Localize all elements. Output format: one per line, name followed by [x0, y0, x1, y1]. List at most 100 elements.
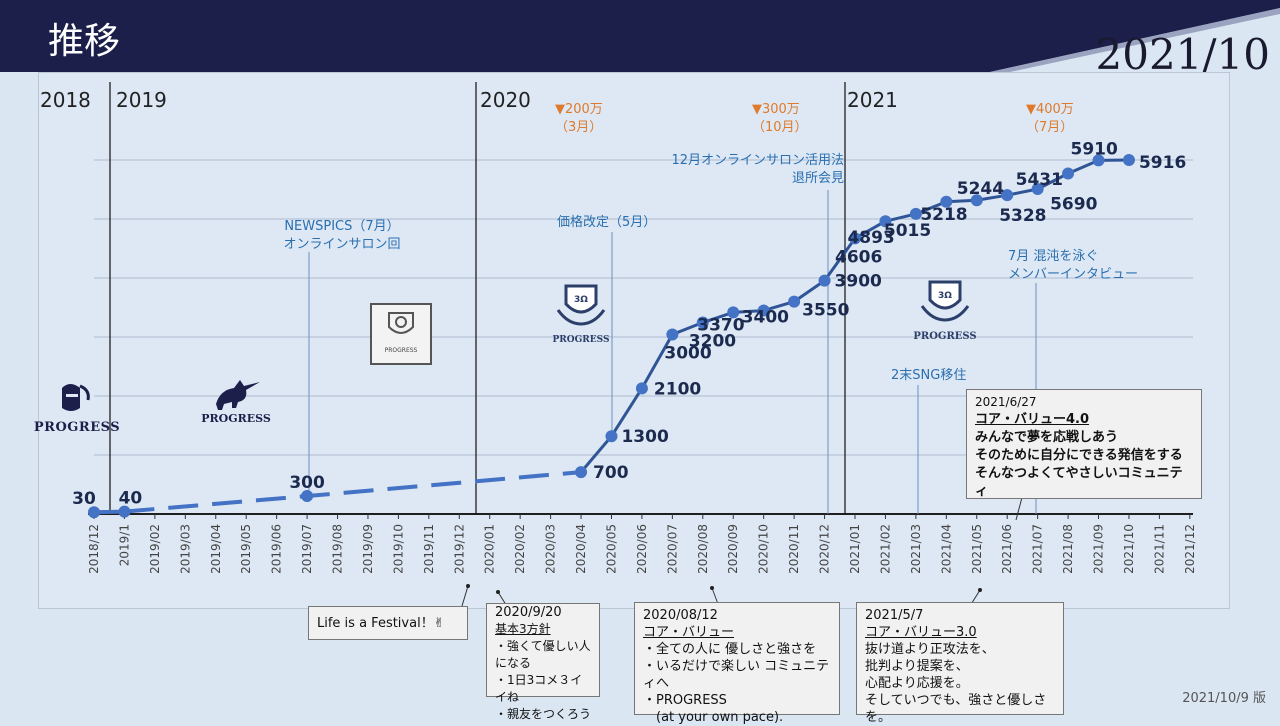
year-label-2018: 2018 [40, 88, 91, 112]
core-value-line-1: ・全ての人に 優しさと強さを [643, 642, 817, 657]
core-value-title: コア・バリュー [643, 625, 735, 640]
core-value-3-box: 2021/5/7 コア・バリュー3.0 抜け道より正攻法を、 批判より提案を、 … [856, 602, 1064, 725]
x-tick-label: 2019/04 [209, 524, 223, 574]
milestone-200: ▼200万 （3月） [555, 101, 603, 137]
core-value-4-line-2: そのために自分にできる発信をする [975, 448, 1183, 463]
data-point-2019/1 [118, 505, 131, 518]
data-point-2021/01 [849, 232, 861, 245]
year-label-2020: 2020 [480, 88, 531, 112]
x-tick-label: 2021/02 [878, 524, 892, 574]
core-value-4-line-1: みんなで夢を応戦しあう [975, 430, 1119, 445]
data-point-2020/11 [788, 295, 801, 308]
core-value-box: 2020/08/12 コア・バリュー ・全ての人に 優しさと強さを ・いるだけで… [634, 602, 840, 725]
core-value-line-2: ・いるだけで楽しい コミュニティへ [643, 659, 830, 691]
x-tick-label: 2019/06 [270, 524, 284, 574]
logo-3-text: PROGRESS [384, 347, 418, 354]
core-value-line-4: (at your own pace). [643, 710, 784, 725]
x-tick-label: 2019/02 [148, 524, 162, 574]
x-tick-label: 2020/09 [726, 524, 740, 574]
data-point-2020/12 [818, 274, 831, 287]
milestone-300-mark: ▼300万 [752, 102, 800, 117]
festival-box: Life is a Festival！✌ [308, 606, 468, 640]
header-banner: 推移 [0, 0, 1280, 72]
data-point-2021/07 [1031, 183, 1044, 196]
logo-2-text: PROGRESS [201, 412, 271, 425]
milestone-400-mark: ▼400万 [1026, 102, 1074, 117]
data-point-2019/07 [301, 490, 314, 503]
leader-dot-8 [710, 586, 714, 590]
note-move: 2末SNG移住 [891, 368, 967, 383]
x-tick-label: 2019/1 [117, 524, 131, 566]
policy-title: 基本3方針 [495, 622, 551, 636]
x-tick-label: 2020/06 [635, 524, 649, 574]
policy-line-3: ・親友をつくろう [495, 707, 592, 721]
core-value-3-line-1: 抜け道より正攻法を、 [865, 642, 995, 657]
data-point-2021/05 [970, 194, 983, 207]
data-point-2020/04 [575, 466, 588, 479]
core-value-4-title: コア・バリュー4.0 [975, 412, 1090, 427]
x-tick-label: 2021/12 [1183, 524, 1197, 574]
core-value-3-line-3: 心配より応援を。 [865, 676, 969, 691]
progress-crest-logo-2020: 3Ω PROGRESS [546, 280, 616, 350]
logo-5-text: PROGRESS [913, 331, 977, 342]
note-interview-line2: メンバーインタビュー [1008, 267, 1139, 282]
chart-points [88, 154, 1135, 519]
x-axis-tick-labels: 2018/12 2019/1 2019/02 2019/03 2019/04 2019/0… [87, 514, 1197, 574]
policy-line-2: ・1日3コメ３イイね [495, 673, 583, 704]
data-label-2020/05: 1300 [621, 427, 668, 447]
milestone-200-sub: （3月） [555, 120, 603, 135]
data-label-2020/06: 2100 [654, 379, 701, 399]
data-point-2021/09 [1092, 154, 1105, 167]
x-tick-label: 2021/06 [1000, 524, 1014, 574]
note-price-change: 価格改定（5月） [557, 215, 657, 230]
data-point-2018/12 [88, 506, 100, 519]
x-tick-label: 2021/11 [1152, 524, 1166, 574]
data-label-2020/09: 3370 [697, 315, 744, 335]
series-line-dashed [124, 470, 582, 514]
x-tick-label: 2019/03 [178, 524, 192, 574]
knight-helmet-icon [62, 384, 90, 411]
x-tick-label: 2020/05 [604, 524, 618, 574]
core-value-3-date: 2021/5/7 [865, 608, 924, 623]
academy-crest-icon [388, 312, 414, 334]
progress-academy-logo: PROGRESS [370, 303, 432, 365]
year-divider-lines [109, 82, 846, 514]
leader-dot-6 [466, 584, 470, 588]
data-label-2020/10: 3400 [742, 308, 789, 328]
x-tick-label: 2020/10 [757, 524, 771, 574]
progress-crest-logo-2021: 3Ω PROGRESS [905, 276, 985, 348]
x-tick-label: 2021/03 [909, 524, 923, 574]
data-point-2021/04 [940, 195, 953, 208]
note-interview-line1: 7月 混沌を泳ぐ [1008, 249, 1099, 264]
annotation-leader-lines [308, 190, 1037, 609]
data-label-2020/11: 3550 [802, 301, 849, 321]
note-salon-line1: 12月オンラインサロン活用法 [671, 153, 844, 168]
x-tick-label: 2020/12 [818, 524, 832, 574]
data-label-2019/07: 300 [289, 473, 325, 493]
data-label-2021/07: 5431 [1016, 170, 1063, 190]
core-value-3-line-4: そしていつでも、強さと優しさを。 [865, 693, 1047, 725]
leader-dot-9 [978, 588, 982, 592]
svg-text:3Ω: 3Ω [938, 291, 952, 301]
x-tick-label: 2018/12 [87, 524, 101, 574]
leader-line-8 [711, 587, 719, 605]
data-label-2021/05: 5244 [957, 179, 1004, 199]
data-point-2020/08 [696, 316, 709, 329]
x-tick-label: 2020/07 [665, 524, 679, 574]
note-salon: 12月オンラインサロン活用法 退所会見 [644, 152, 844, 188]
x-tick-label: 2021/09 [1092, 524, 1106, 574]
x-tick-label: 2019/07 [300, 524, 314, 574]
x-tick-label: 2020/08 [696, 524, 710, 574]
data-point-2021/08 [1062, 167, 1075, 180]
progress-knight-logo: PROGRESS [32, 380, 122, 440]
x-tick-label: 2019/08 [331, 524, 345, 574]
x-tick-label: 2019/12 [452, 524, 466, 574]
x-tick-label: 2021/01 [848, 524, 862, 574]
core-value-3-title: コア・バリュー3.0 [865, 625, 977, 640]
leader-dot-7 [496, 590, 500, 594]
x-tick-label: 2019/09 [361, 524, 375, 574]
core-value-4-date: 2021/6/27 [975, 395, 1037, 409]
version-label: 2021/10/9 版 [1182, 691, 1266, 706]
leader-line-6 [461, 585, 469, 607]
